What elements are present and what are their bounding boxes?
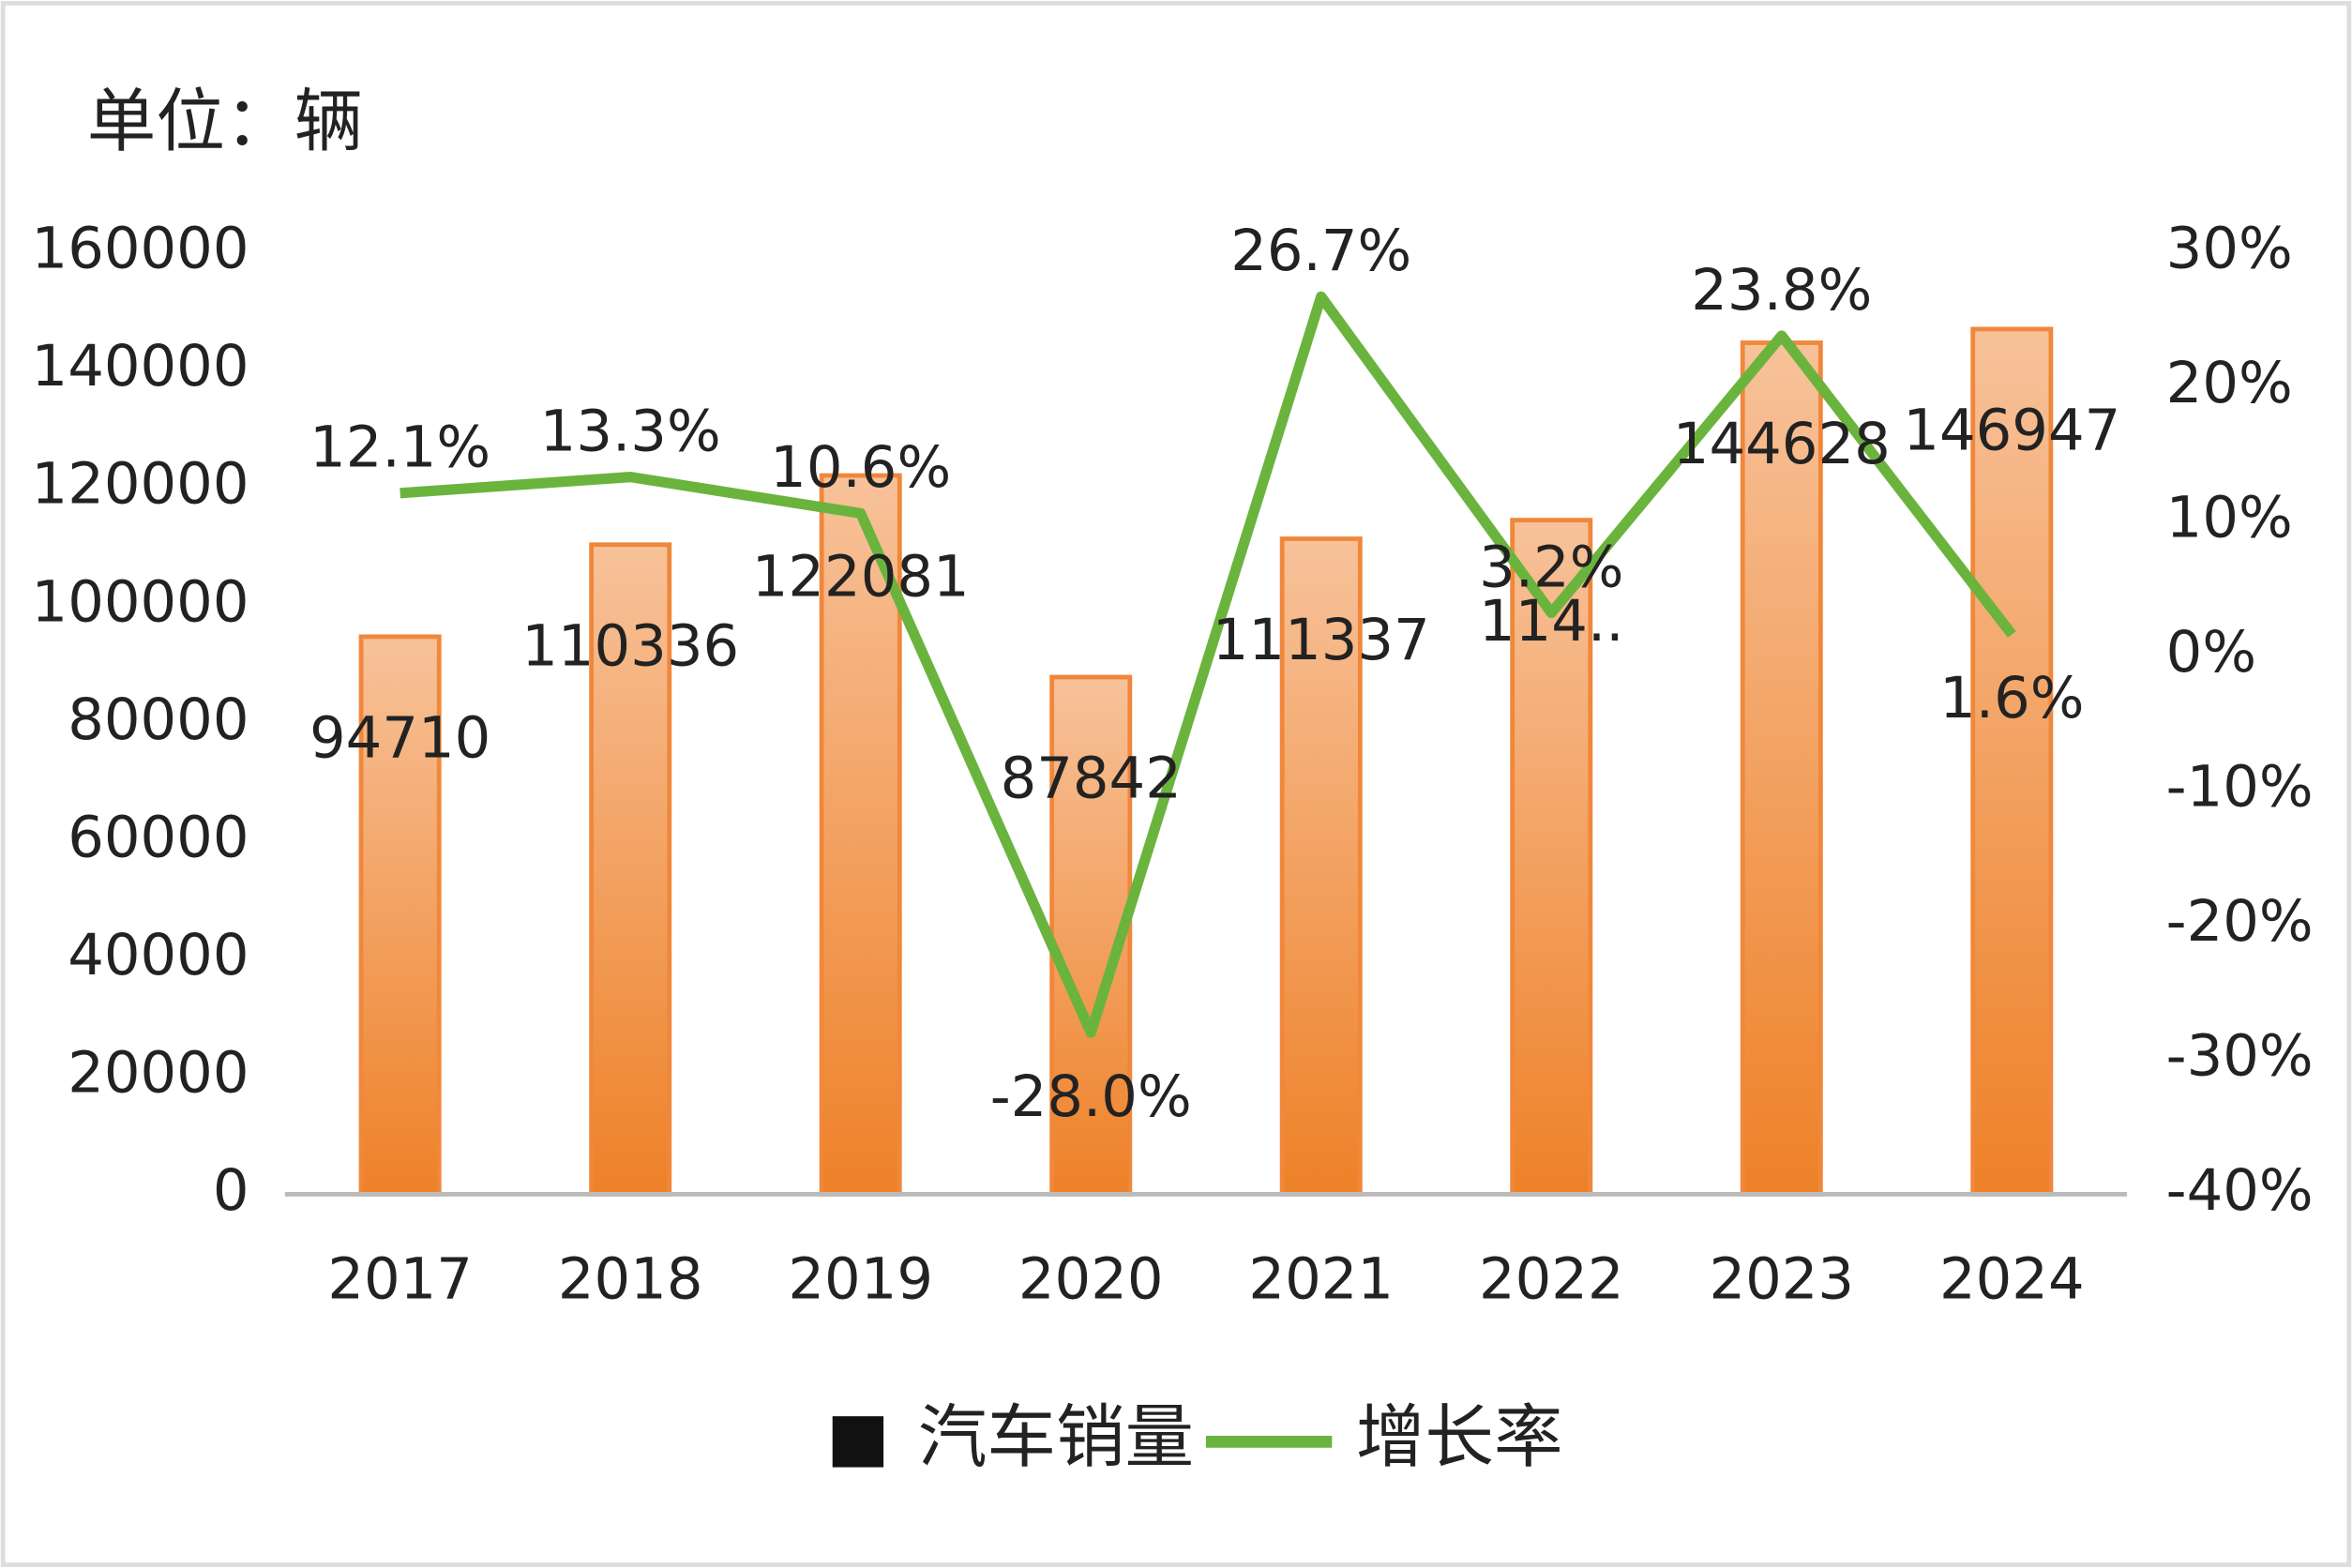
data-label: 3.2% bbox=[1479, 535, 1623, 600]
y2-tick-label: 30% bbox=[2166, 217, 2293, 282]
y2-tick-label: 10% bbox=[2166, 486, 2293, 551]
x-tick-label: 2018 bbox=[558, 1246, 703, 1312]
x-tick-label: 2017 bbox=[327, 1246, 473, 1312]
bar bbox=[1740, 340, 1823, 1197]
y2-tick-label: 20% bbox=[2166, 351, 2293, 416]
y2-tick-label: -40% bbox=[2166, 1158, 2314, 1224]
unit-label: 单位：辆 bbox=[87, 83, 363, 162]
data-label: 26.7% bbox=[1230, 219, 1411, 284]
y2-tick-label: -20% bbox=[2166, 889, 2314, 955]
legend-label: 增长率 bbox=[1356, 1397, 1563, 1477]
x-tick-label: 2023 bbox=[1709, 1246, 1854, 1312]
data-label: 87842 bbox=[1001, 746, 1182, 812]
data-label: 111337 bbox=[1213, 608, 1430, 673]
y-tick-label: 140000 bbox=[32, 334, 249, 400]
data-label: 23.8% bbox=[1691, 258, 1872, 324]
bar bbox=[1279, 536, 1363, 1197]
bar bbox=[358, 634, 442, 1197]
y2-tick-label: -10% bbox=[2166, 755, 2314, 821]
data-label: -28.0% bbox=[990, 1064, 1192, 1130]
data-label: 122081 bbox=[752, 545, 970, 611]
legend-label: 汽车销量 bbox=[918, 1397, 1194, 1477]
data-label: 1.6% bbox=[1939, 666, 2084, 731]
line bbox=[400, 291, 2016, 1038]
x-tick-label: 2021 bbox=[1248, 1246, 1394, 1312]
y-tick-label: 60000 bbox=[68, 805, 249, 870]
x-tick-label: 2022 bbox=[1479, 1246, 1624, 1312]
y2-tick-label: 0% bbox=[2166, 620, 2256, 686]
y2-tick-label: -30% bbox=[2166, 1024, 2314, 1090]
legend-swatch bbox=[832, 1416, 884, 1468]
data-label: 12.1% bbox=[309, 415, 490, 481]
x-tick-label: 2024 bbox=[1939, 1246, 2085, 1312]
y-tick-label: 40000 bbox=[68, 923, 249, 988]
x-tick-label: 2019 bbox=[788, 1246, 933, 1312]
y-tick-label: 0 bbox=[213, 1158, 249, 1224]
data-label: 114.. bbox=[1479, 589, 1624, 655]
data-label: 146947 bbox=[1903, 398, 2120, 463]
y-tick-label: 20000 bbox=[68, 1040, 249, 1106]
y-tick-label: 100000 bbox=[32, 569, 249, 635]
data-label: 13.3% bbox=[540, 399, 721, 464]
x-tick-label: 2020 bbox=[1018, 1246, 1164, 1312]
data-label: 110336 bbox=[521, 613, 739, 679]
y-tick-label: 80000 bbox=[68, 687, 249, 753]
y-tick-label: 160000 bbox=[32, 217, 249, 282]
data-label: 94710 bbox=[309, 705, 490, 771]
data-label: 144628 bbox=[1673, 412, 1891, 477]
y-tick-label: 120000 bbox=[32, 452, 249, 518]
data-label: 10.6% bbox=[770, 435, 951, 501]
bar bbox=[819, 473, 902, 1197]
